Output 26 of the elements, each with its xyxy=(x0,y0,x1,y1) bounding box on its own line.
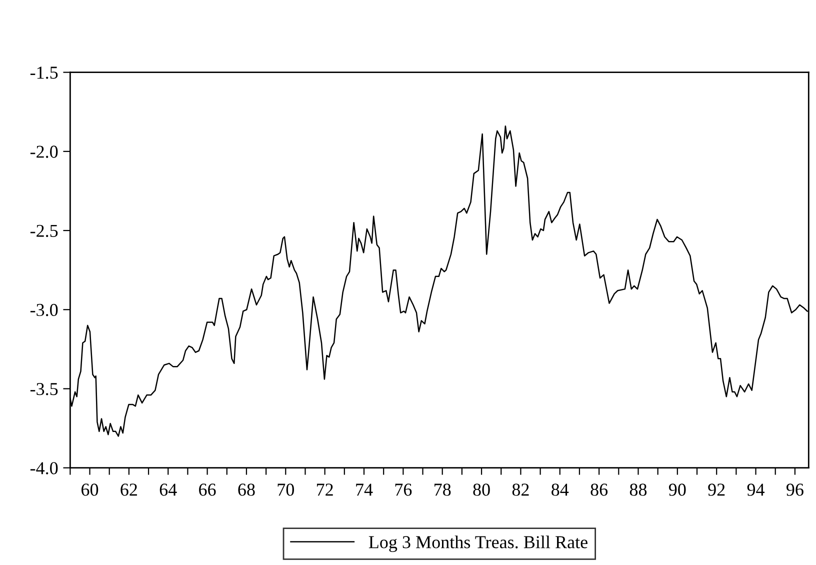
x-tick-label: 82 xyxy=(512,484,529,496)
x-tick-label: 68 xyxy=(238,484,255,496)
x-tick-label: 76 xyxy=(395,484,412,496)
y-tick-label: -3.0 xyxy=(30,304,58,316)
y-tick-label: -3.5 xyxy=(30,383,58,396)
y-tick-label: -4.0 xyxy=(30,462,58,474)
x-tick-label: 84 xyxy=(552,484,569,496)
x-tick-label: 70 xyxy=(278,484,294,496)
x-tick-label: 88 xyxy=(630,484,647,496)
x-tick-label: 64 xyxy=(160,484,177,496)
y-tick-label: -2.5 xyxy=(30,224,58,238)
x-tick-label: 92 xyxy=(708,484,725,496)
x-tick-label: 66 xyxy=(199,484,216,496)
x-tick-label: 96 xyxy=(786,484,804,496)
x-tick-label: 90 xyxy=(668,484,686,496)
x-tick-label: 74 xyxy=(356,484,373,496)
x-tick-label: 86 xyxy=(590,484,608,496)
x-tick-label: 94 xyxy=(747,484,765,496)
x-tick-label: 72 xyxy=(316,484,333,496)
x-tick-label: 78 xyxy=(434,484,451,496)
y-tick-label: -1.5 xyxy=(30,66,58,79)
x-tick-label: 62 xyxy=(120,484,137,496)
x-tick-label: 60 xyxy=(82,484,98,496)
x-tick-label: 80 xyxy=(473,484,490,496)
y-tick-label: -2.0 xyxy=(30,146,58,158)
legend-label: Log 3 Months Treas. Bill Rate xyxy=(368,536,588,552)
